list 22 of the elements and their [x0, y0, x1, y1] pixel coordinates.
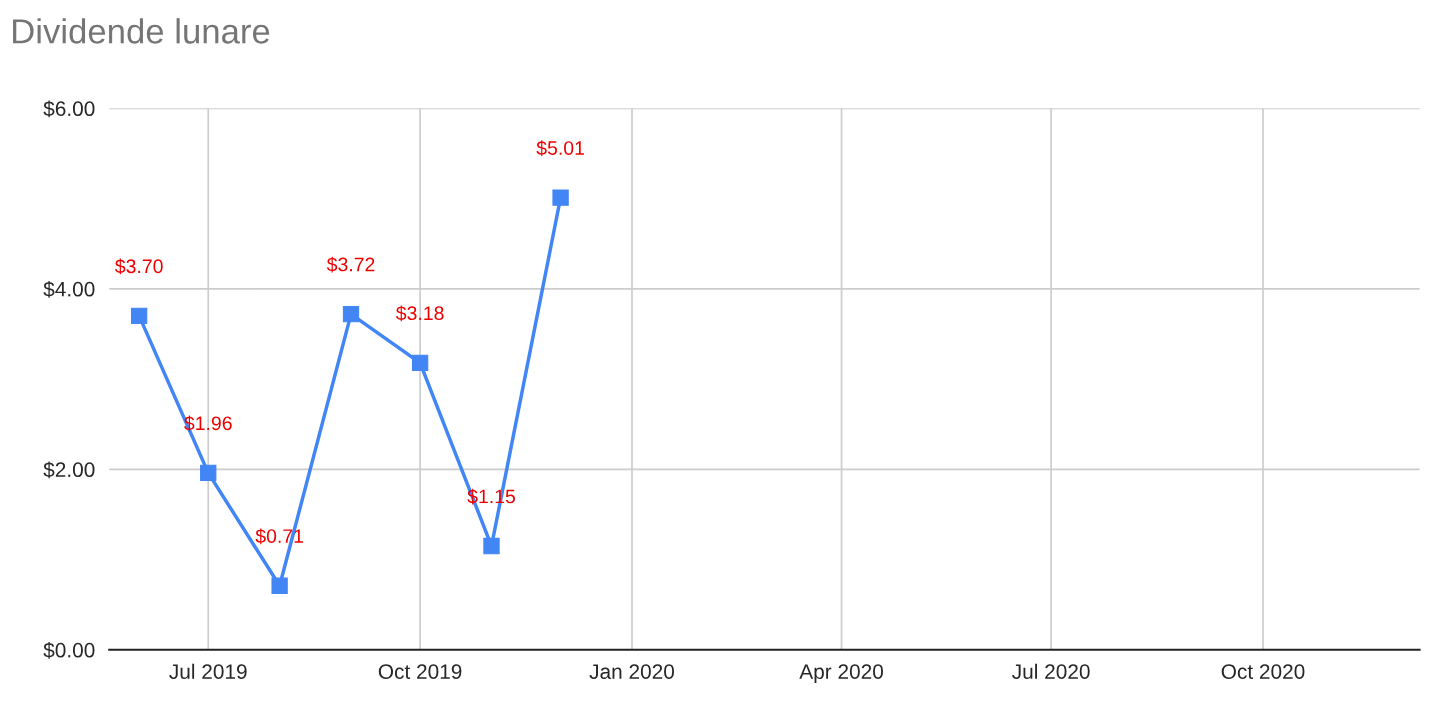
x-tick-label: Oct 2019 [378, 664, 462, 679]
x-tick-label: Jul 2019 [169, 663, 247, 679]
x-tick-label: Apr 2020 [799, 664, 884, 684]
point [552, 189, 569, 206]
y-tick-label: $6.00 [43, 100, 95, 118]
x-tick-label: Oct 2020 [1221, 664, 1305, 679]
point [411, 354, 429, 371]
point [130, 307, 148, 325]
point [483, 537, 500, 555]
data-label: $3.70 [115, 258, 163, 275]
chart-title: Dividende lunare [13, 18, 270, 44]
point [271, 577, 288, 594]
y-tick-label: $0.00 [43, 641, 95, 659]
data-label: $3.72 [326, 256, 375, 273]
data-label: $3.18 [395, 305, 444, 322]
y-tick-label: $2.00 [43, 461, 95, 479]
data-label: $5.01 [536, 140, 584, 157]
point [200, 464, 217, 482]
y-tick-label: $4.00 [43, 280, 95, 298]
x-tick-label: Jan 2020 [589, 664, 675, 679]
x-tick-label: Jul 2020 [1012, 663, 1090, 679]
point [342, 305, 360, 323]
